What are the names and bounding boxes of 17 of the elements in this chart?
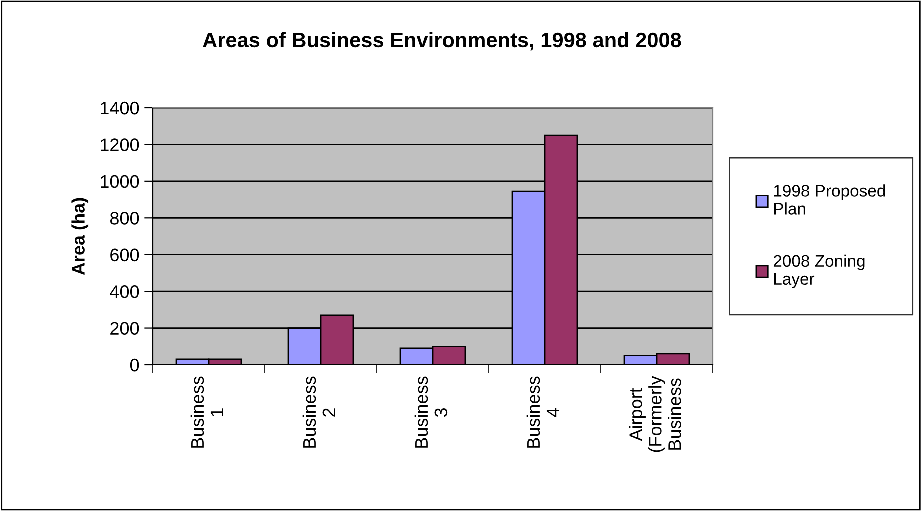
y-tick-label: 1000 bbox=[101, 175, 140, 188]
legend-label: 1998 Proposed Plan bbox=[774, 184, 886, 215]
y-tick-label: 0 bbox=[130, 358, 140, 372]
y-tick-label: 1400 bbox=[101, 102, 140, 115]
x-tick-label: Airport (Formerly Business bbox=[629, 376, 682, 452]
y-tick-label: 200 bbox=[110, 322, 140, 336]
y-tick-label: 1200 bbox=[101, 138, 140, 152]
y-axis-title: Area (ha) bbox=[72, 198, 89, 276]
y-tick-label: 800 bbox=[110, 212, 140, 225]
y-tick-label: 600 bbox=[110, 248, 140, 262]
legend-label: 2008 Zoning Layer bbox=[774, 254, 865, 288]
x-tick-label: Business 4 bbox=[526, 376, 560, 448]
y-tick-label: 400 bbox=[110, 286, 140, 298]
x-tick-label: Business 3 bbox=[414, 376, 448, 448]
chart-title: Areas of Business Environments, 1998 and 2008 bbox=[203, 32, 682, 51]
x-tick-label: Business 1 bbox=[190, 376, 224, 448]
x-tick-label: Business 2 bbox=[302, 376, 336, 448]
